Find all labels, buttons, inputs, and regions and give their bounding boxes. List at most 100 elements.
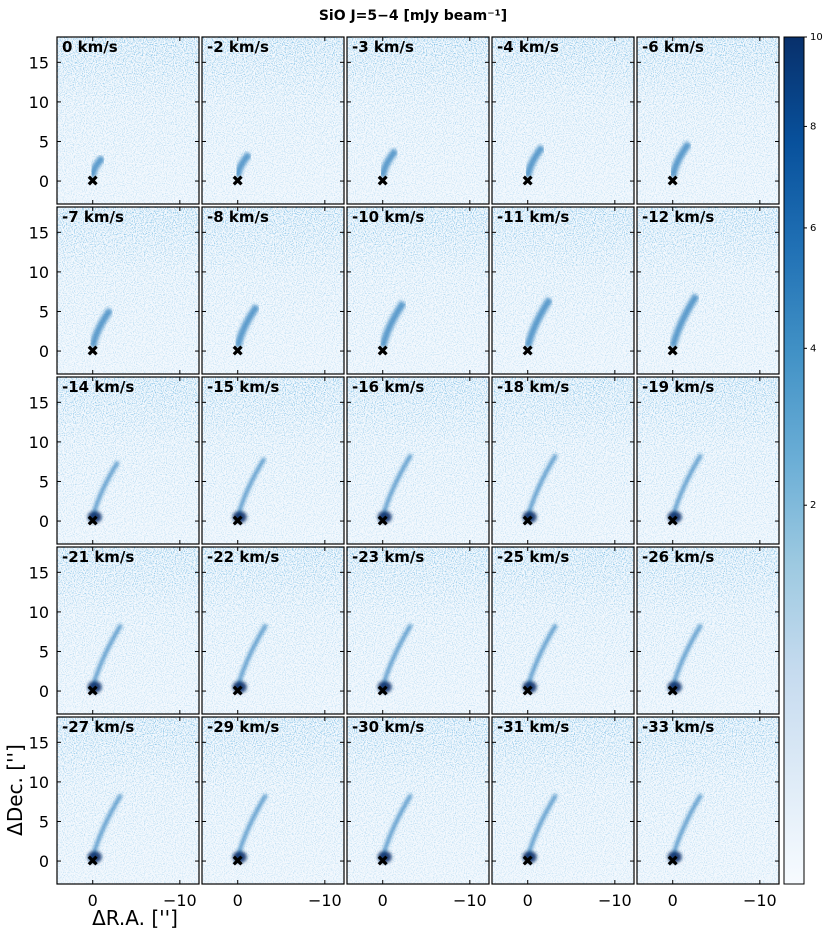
jet	[232, 623, 268, 694]
channel-label: -26 km/s	[642, 548, 714, 566]
x-tick-label: 0	[378, 891, 388, 910]
source-marker: ✖	[231, 852, 244, 870]
panel-frame	[346, 376, 490, 545]
source-marker: ✖	[376, 682, 389, 700]
noise	[347, 207, 489, 374]
panel-image	[492, 547, 634, 714]
panel: -4 km/s ✖	[491, 36, 635, 205]
panel-frame	[636, 716, 780, 885]
jet	[89, 307, 114, 348]
panel-frame	[346, 716, 490, 885]
panel-frame	[346, 36, 490, 205]
jet-knot	[377, 681, 392, 694]
jet	[522, 793, 558, 864]
noise	[637, 547, 779, 714]
panel-frame	[56, 206, 200, 375]
source-marker: ✖	[376, 512, 389, 530]
panel: -26 km/s ✖	[636, 546, 780, 715]
panel: -3 km/s ✖	[346, 36, 490, 205]
y-tick-label: 5	[39, 642, 49, 661]
y-tick-label: 0	[39, 682, 49, 701]
panel-frame	[56, 36, 200, 205]
panel: -19 km/s ✖	[636, 376, 780, 545]
channel-label: -15 km/s	[207, 378, 279, 396]
colorbar-tick-label: 2	[810, 500, 816, 511]
y-tick-label: 5	[39, 812, 49, 831]
colorbar	[783, 36, 805, 885]
panel-image	[202, 547, 344, 714]
jet-body	[89, 307, 114, 348]
panel: 0 km/s ✖ 0 5 10 15	[29, 36, 200, 205]
jet	[232, 793, 268, 864]
x-tick-label: −10	[743, 891, 777, 910]
jet	[524, 144, 546, 178]
source-marker: ✖	[521, 172, 534, 190]
panel: -2 km/s ✖	[201, 36, 345, 205]
panel-image	[637, 717, 779, 884]
jet	[379, 300, 407, 348]
noise	[347, 547, 489, 714]
jet	[234, 303, 260, 348]
y-tick-label: 10	[29, 263, 49, 282]
jet	[524, 296, 553, 348]
channel-label: -3 km/s	[352, 38, 414, 56]
panel: -12 km/s ✖	[636, 206, 780, 375]
x-tick-label: 0	[523, 891, 533, 910]
noise	[347, 717, 489, 884]
source-marker: ✖	[376, 172, 389, 190]
source-marker: ✖	[231, 342, 244, 360]
panel: -10 km/s ✖	[346, 206, 490, 375]
panel: -30 km/s ✖ 0 −10	[346, 716, 490, 910]
jet	[669, 293, 700, 348]
panel-frame	[636, 206, 780, 375]
panel: -6 km/s ✖	[636, 36, 780, 205]
source-marker: ✖	[86, 852, 99, 870]
panel-frame	[636, 546, 780, 715]
panel-image	[637, 37, 779, 204]
colorbar-tick-label: 4	[810, 343, 816, 354]
jet-body	[379, 300, 407, 348]
jet-body	[524, 144, 546, 178]
x-tick-label: −10	[598, 891, 632, 910]
jet	[522, 453, 558, 524]
panel-image	[347, 547, 489, 714]
panel-image	[492, 377, 634, 544]
y-tick-label: 10	[29, 603, 49, 622]
panel-frame	[56, 716, 200, 885]
jet	[669, 140, 692, 178]
jet-body	[89, 154, 106, 178]
source-marker: ✖	[231, 512, 244, 530]
jet-body	[524, 296, 553, 348]
jet-knot	[377, 851, 392, 864]
panel: -23 km/s ✖	[346, 546, 490, 715]
panel: -22 km/s ✖	[201, 546, 345, 715]
panel: -33 km/s ✖ 0 −10	[636, 716, 780, 910]
jet	[377, 453, 413, 524]
jet-knot	[667, 511, 682, 524]
jet	[87, 623, 123, 694]
panel-image	[347, 377, 489, 544]
source-marker: ✖	[231, 682, 244, 700]
panel: -29 km/s ✖ 0 −10	[201, 716, 345, 910]
source-marker: ✖	[666, 512, 679, 530]
channel-label: -16 km/s	[352, 378, 424, 396]
y-tick-label: 0	[39, 512, 49, 531]
panel-image	[637, 547, 779, 714]
source-marker: ✖	[376, 852, 389, 870]
source-marker: ✖	[666, 172, 679, 190]
channel-label: -7 km/s	[62, 208, 124, 226]
channel-label: -4 km/s	[497, 38, 559, 56]
y-axis-label: ΔDec. ['']	[3, 744, 27, 836]
x-tick-label: −10	[163, 891, 197, 910]
jet	[377, 793, 413, 864]
noise	[637, 717, 779, 884]
noise	[347, 377, 489, 544]
jet	[87, 793, 123, 864]
panel-frame	[346, 206, 490, 375]
channel-label: -33 km/s	[642, 718, 714, 736]
noise	[637, 207, 779, 374]
channel-label: -22 km/s	[207, 548, 279, 566]
jet-knot	[232, 681, 247, 694]
channel-label: -6 km/s	[642, 38, 704, 56]
